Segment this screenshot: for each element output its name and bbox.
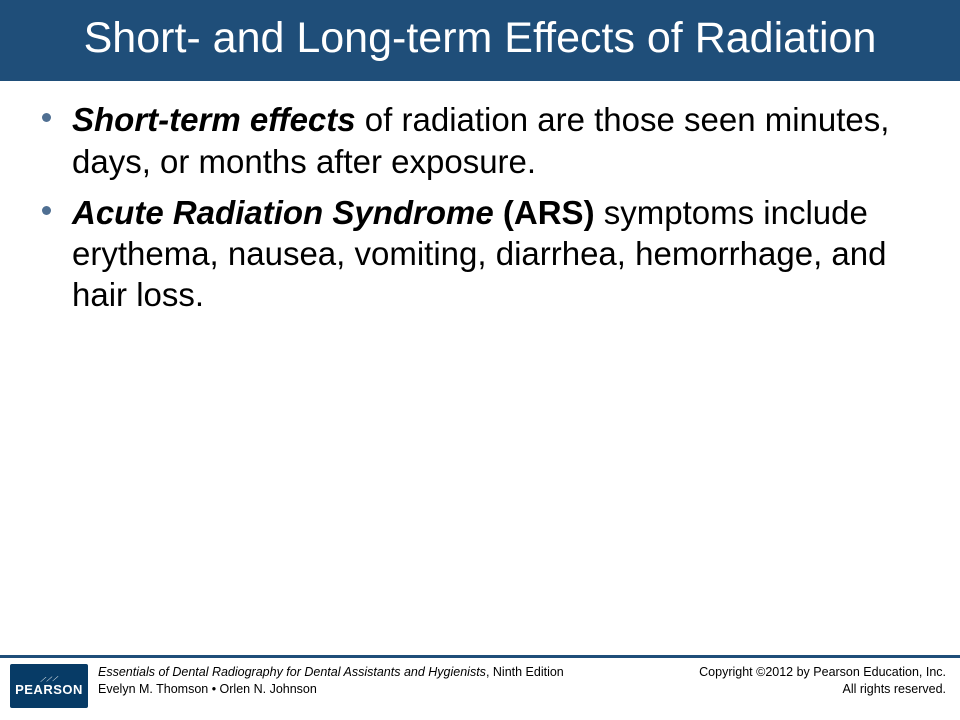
book-title: Essentials of Dental Radiography for Den…	[98, 665, 486, 679]
slide: Short- and Long-term Effects of Radiatio…	[0, 0, 960, 720]
footer-book-line: Essentials of Dental Radiography for Den…	[98, 664, 564, 681]
bullet-item: Short-term effects of radiation are thos…	[72, 99, 910, 182]
footer-right: Copyright ©2012 by Pearson Education, In…	[699, 664, 946, 698]
bullet-paren: (ARS)	[494, 194, 604, 231]
slide-title: Short- and Long-term Effects of Radiatio…	[20, 14, 940, 63]
bullet-lead-bold: Short-term effects	[72, 101, 356, 138]
bullet-text: Short-term effects of radiation are thos…	[72, 99, 910, 182]
title-bar: Short- and Long-term Effects of Radiatio…	[0, 0, 960, 81]
logo-swoosh-icon: ⟋⟋⟋	[40, 676, 59, 683]
bullet-dot-icon	[42, 206, 51, 215]
bullet-text: Acute Radiation Syndrome (ARS) symptoms …	[72, 192, 910, 316]
pearson-logo: ⟋⟋⟋ PEARSON	[10, 664, 88, 708]
bullet-lead-bold: Acute Radiation Syndrome	[72, 194, 494, 231]
slide-footer: ⟋⟋⟋ PEARSON Essentials of Dental Radiogr…	[0, 655, 960, 720]
slide-body: Short-term effects of radiation are thos…	[0, 81, 960, 315]
book-edition: , Ninth Edition	[486, 665, 564, 679]
bullet-dot-icon	[42, 113, 51, 122]
bullet-item: Acute Radiation Syndrome (ARS) symptoms …	[72, 192, 910, 316]
logo-text: PEARSON	[15, 682, 83, 697]
footer-row: ⟋⟋⟋ PEARSON Essentials of Dental Radiogr…	[0, 658, 960, 720]
footer-rights: All rights reserved.	[699, 681, 946, 698]
bullet-list: Short-term effects of radiation are thos…	[72, 99, 910, 315]
footer-copyright: Copyright ©2012 by Pearson Education, In…	[699, 664, 946, 681]
footer-left: Essentials of Dental Radiography for Den…	[98, 664, 564, 698]
footer-authors: Evelyn M. Thomson • Orlen N. Johnson	[98, 681, 564, 698]
